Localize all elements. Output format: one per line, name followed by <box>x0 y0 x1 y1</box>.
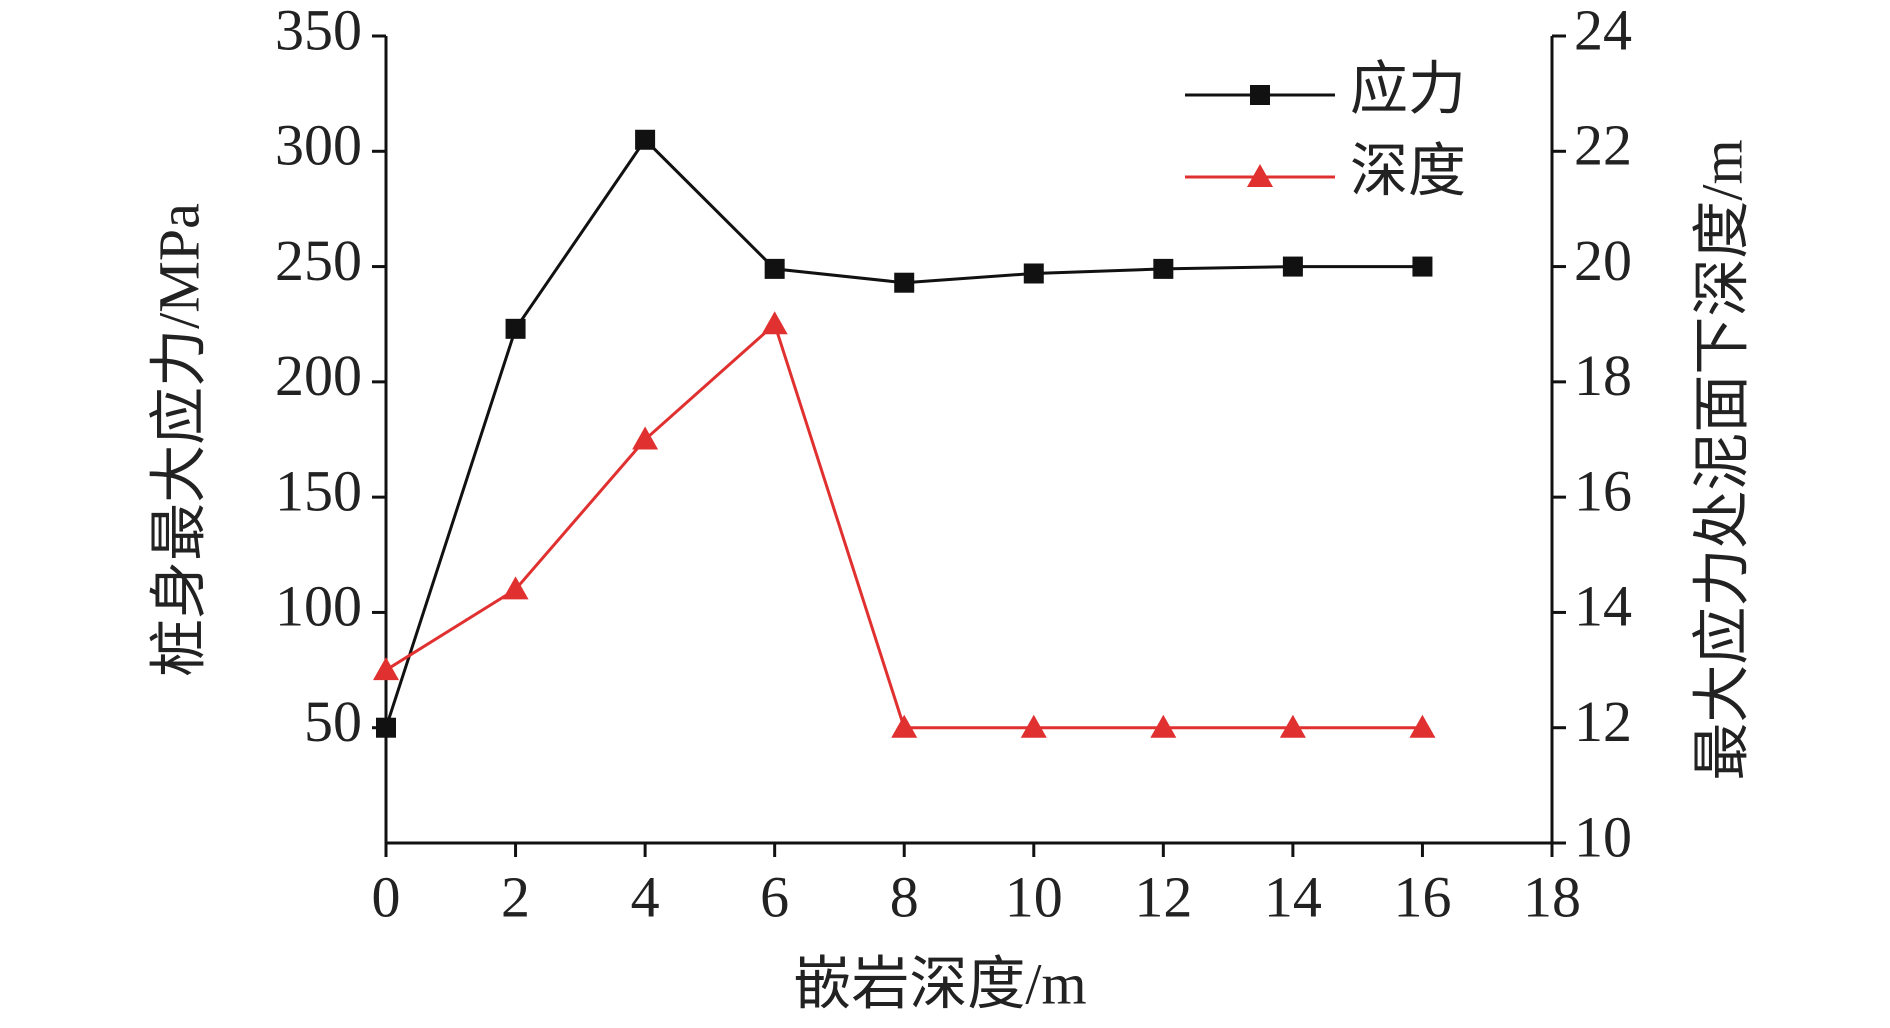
x-tick-label: 6 <box>760 864 789 929</box>
y-tick-label: 350 <box>275 0 362 62</box>
y2-tick-label: 10 <box>1574 804 1632 869</box>
marker <box>1020 714 1047 738</box>
x-tick-label: 2 <box>501 864 530 929</box>
marker <box>891 714 918 738</box>
marker <box>1282 256 1303 277</box>
x-tick-label: 12 <box>1134 864 1192 929</box>
y-tick-label: 200 <box>275 343 362 408</box>
marker <box>1153 258 1174 279</box>
marker <box>1150 714 1177 738</box>
y2-tick-label: 22 <box>1574 113 1632 178</box>
y2-tick-label: 16 <box>1574 458 1632 523</box>
x-axis-title: 嵌岩深度/m <box>793 951 1086 1016</box>
legend-label: 应力 <box>1350 56 1466 121</box>
marker <box>761 311 788 335</box>
y-tick-label: 250 <box>275 228 362 293</box>
marker <box>1409 714 1436 738</box>
marker <box>1023 263 1044 284</box>
x-tick-label: 10 <box>1005 864 1063 929</box>
marker <box>502 576 529 600</box>
marker <box>373 657 399 681</box>
marker <box>505 318 526 339</box>
marker <box>632 426 659 450</box>
y-tick-label: 100 <box>275 574 362 639</box>
x-tick-label: 16 <box>1393 864 1451 929</box>
marker <box>1412 256 1433 277</box>
legend-label: 深度 <box>1350 138 1466 203</box>
y2-tick-label: 18 <box>1574 343 1632 408</box>
y2-tick-label: 12 <box>1574 689 1632 754</box>
y2-tick-label: 14 <box>1574 574 1632 639</box>
marker <box>1279 714 1306 738</box>
legend-marker <box>1250 85 1270 105</box>
x-tick-label: 0 <box>372 864 401 929</box>
marker <box>376 717 396 738</box>
x-tick-label: 14 <box>1264 864 1322 929</box>
axes <box>384 36 1554 845</box>
series-line <box>384 137 1423 729</box>
series-line <box>385 321 1423 730</box>
x-tick-label: 4 <box>631 864 660 929</box>
x-tick-label: 8 <box>890 864 919 929</box>
marker <box>635 129 656 150</box>
y-tick-label: 150 <box>275 458 362 523</box>
y2-axis-title: 最大应力处泥面下深度/m <box>1689 139 1754 780</box>
y-tick-label: 50 <box>304 689 362 754</box>
y2-tick-label: 20 <box>1574 228 1632 293</box>
marker <box>894 272 915 293</box>
x-tick-label: 18 <box>1523 864 1581 929</box>
legend-marker <box>1247 164 1273 187</box>
marker <box>764 258 785 279</box>
y2-tick-label: 24 <box>1574 0 1632 62</box>
y-tick-label: 300 <box>275 113 362 178</box>
y-axis-title: 桩身最大应力/MPa <box>146 203 211 677</box>
